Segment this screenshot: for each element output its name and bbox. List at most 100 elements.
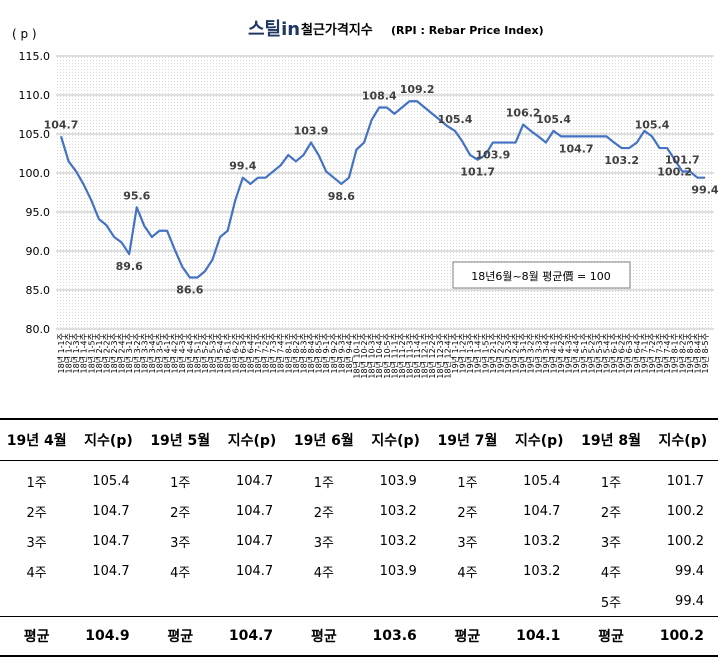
average-value: 103.6 xyxy=(360,616,431,657)
week-cell: 3주 xyxy=(170,535,191,551)
week-cell: 4주 xyxy=(600,565,622,581)
x-tick-label: 19년 6-3주 xyxy=(624,333,634,374)
x-tick-label: 18년 11-2주 xyxy=(397,333,407,379)
x-tick-label: 18년 10-3주 xyxy=(367,333,377,379)
data-label: 104.7 xyxy=(44,118,79,131)
x-tick-label: 18년 6-2주 xyxy=(230,333,240,374)
index-cell: 105.4 xyxy=(523,473,561,489)
x-tick-label: 18년 11-3주 xyxy=(405,333,415,379)
table-row: 1주 105.4 1주 104.7 1주 103.9 1주 105.4 1주 101.7 xyxy=(0,461,718,497)
x-tick-label: 19년 7-2주 xyxy=(647,333,657,374)
index-cell: 103.2 xyxy=(523,533,561,549)
x-tick-label: 18년 11-1주 xyxy=(389,333,399,379)
data-label: 89.6 xyxy=(116,260,143,273)
title-sub: (RPI : Rebar Price Index) xyxy=(391,24,544,37)
index-cell: 100.2 xyxy=(666,533,704,549)
week-cell: 4주 xyxy=(457,565,478,581)
index-cell xyxy=(217,586,287,617)
y-tick-label: 90.0 xyxy=(26,245,51,258)
week-cell: 1주 xyxy=(26,475,47,491)
table-header-cell: 19년 5월 xyxy=(143,418,217,461)
table-header-cell: 19년 6월 xyxy=(287,418,361,461)
table-header-cell: 지수(p) xyxy=(73,418,144,461)
x-tick-label: 19년 4-1주 xyxy=(548,333,558,374)
x-tick-label: 19년 2-1주 xyxy=(488,333,498,374)
table-header-cell: 19년 4월 xyxy=(0,418,74,461)
index-cell: 101.7 xyxy=(666,473,704,489)
week-cell: 4주 xyxy=(170,565,191,581)
y-tick-label: 100.0 xyxy=(19,167,51,180)
y-tick-label: 110.0 xyxy=(19,89,51,102)
table-header-cell: 지수(p) xyxy=(647,418,718,461)
x-tick-label: 18년 9-2주 xyxy=(329,333,339,374)
week-cell: 1주 xyxy=(457,475,478,491)
data-label: 99.4 xyxy=(691,184,718,197)
week-cell: 4주 xyxy=(26,565,47,581)
x-tick-label: 19년 2-4주 xyxy=(511,333,521,374)
week-cell: 1주 xyxy=(313,475,334,491)
x-tick-label: 18년 3-3주 xyxy=(139,333,149,374)
data-label: 103.9 xyxy=(475,149,510,162)
x-tick-label: 19년 3-3주 xyxy=(533,333,543,374)
x-tick-label: 18년 10-4주 xyxy=(374,333,384,379)
x-tick-label: 18년 2-1주 xyxy=(94,333,104,374)
average-value: 104.1 xyxy=(504,616,575,657)
chart-title: 스틸in 철근가격지수 (RPI : Rebar Price Index) xyxy=(248,19,544,40)
x-tick-label: 18년 7-1주 xyxy=(253,333,263,374)
x-tick-label: 18년 1-5주 xyxy=(86,333,96,374)
x-tick-label: 19년 8-2주 xyxy=(677,333,687,374)
x-tick-label: 18년 5-1주 xyxy=(192,333,202,374)
table-header-cell: 지수(p) xyxy=(216,418,288,461)
x-tick-label: 18년 8-1주 xyxy=(283,333,293,374)
x-tick-label: 18년 10-5주 xyxy=(382,333,392,379)
average-label: 평균 xyxy=(430,616,505,657)
x-tick-label: 18년 5-2주 xyxy=(200,333,210,374)
data-label: 105.4 xyxy=(536,113,571,126)
x-tick-label: 18년 12-4주 xyxy=(442,333,452,379)
x-tick-label: 18년 2-4주 xyxy=(117,333,127,374)
x-tick-label: 18년 4-2주 xyxy=(170,333,180,374)
index-cell: 104.7 xyxy=(235,563,274,579)
week-cell: 5주 xyxy=(600,595,622,611)
index-cell: 105.4 xyxy=(92,473,130,489)
index-cell xyxy=(73,586,143,617)
index-cell: 103.2 xyxy=(379,533,417,549)
x-tick-label: 18년 7-4주 xyxy=(276,333,286,374)
average-label: 평균 xyxy=(574,616,648,657)
average-value: 104.9 xyxy=(73,616,144,657)
index-cell: 103.2 xyxy=(379,503,417,519)
data-label: 103.2 xyxy=(604,154,639,167)
rpi-series-line xyxy=(59,100,705,279)
table-row: 4주 104.7 4주 104.7 4주 103.9 4주 103.2 4주 99.4 xyxy=(0,556,718,586)
rpi-line-chart: ( p ) 스틸in 철근가격지수 (RPI : Rebar Price Ind… xyxy=(12,19,718,379)
x-tick-label: 18년 12-3주 xyxy=(435,333,445,379)
x-tick-label: 19년 5-4주 xyxy=(602,333,612,374)
x-tick-label: 18년 1-3주 xyxy=(71,333,81,374)
x-tick-label: 18년 3-2주 xyxy=(132,333,142,374)
week-cell: 1주 xyxy=(170,475,191,491)
x-tick-label: 18년 12-1주 xyxy=(420,333,430,379)
week-cell: 2주 xyxy=(600,505,622,521)
x-tick-label: 18년 9-3주 xyxy=(336,333,346,374)
monthly-index-table: 19년 4월 지수(p) 19년 5월 지수(p) 19년 6월 지수(p) 19년 7월 지… xyxy=(0,418,718,657)
week-cell: 4주 xyxy=(313,565,334,581)
data-label: 106.2 xyxy=(506,107,541,120)
x-tick-label: 18년 6-1주 xyxy=(223,333,233,374)
x-tick-label: 18년 5-3주 xyxy=(208,333,218,374)
x-tick-label: 18년 6-3주 xyxy=(238,333,248,374)
x-tick-label: 19년 3-4주 xyxy=(541,333,551,374)
table-header-cell: 지수(p) xyxy=(360,418,431,461)
x-tick-label: 19년 7-4주 xyxy=(662,333,672,374)
average-label: 평균 xyxy=(143,616,217,657)
x-tick-label: 19년 8-4주 xyxy=(692,333,702,374)
week-cell: 2주 xyxy=(457,505,478,521)
week-cell: 2주 xyxy=(26,505,47,521)
x-tick-label: 19년 5-3주 xyxy=(594,333,604,374)
x-tick-label: 18년 10-2주 xyxy=(359,333,369,379)
data-label: 95.6 xyxy=(123,189,150,202)
table-header-row: 19년 4월 지수(p) 19년 5월 지수(p) 19년 6월 지수(p) 19년 7월 지… xyxy=(0,418,718,461)
week-cell xyxy=(431,586,504,617)
x-tick-label: 18년 3-4주 xyxy=(147,333,157,374)
x-tick-label: 18년 9-1주 xyxy=(321,333,331,374)
